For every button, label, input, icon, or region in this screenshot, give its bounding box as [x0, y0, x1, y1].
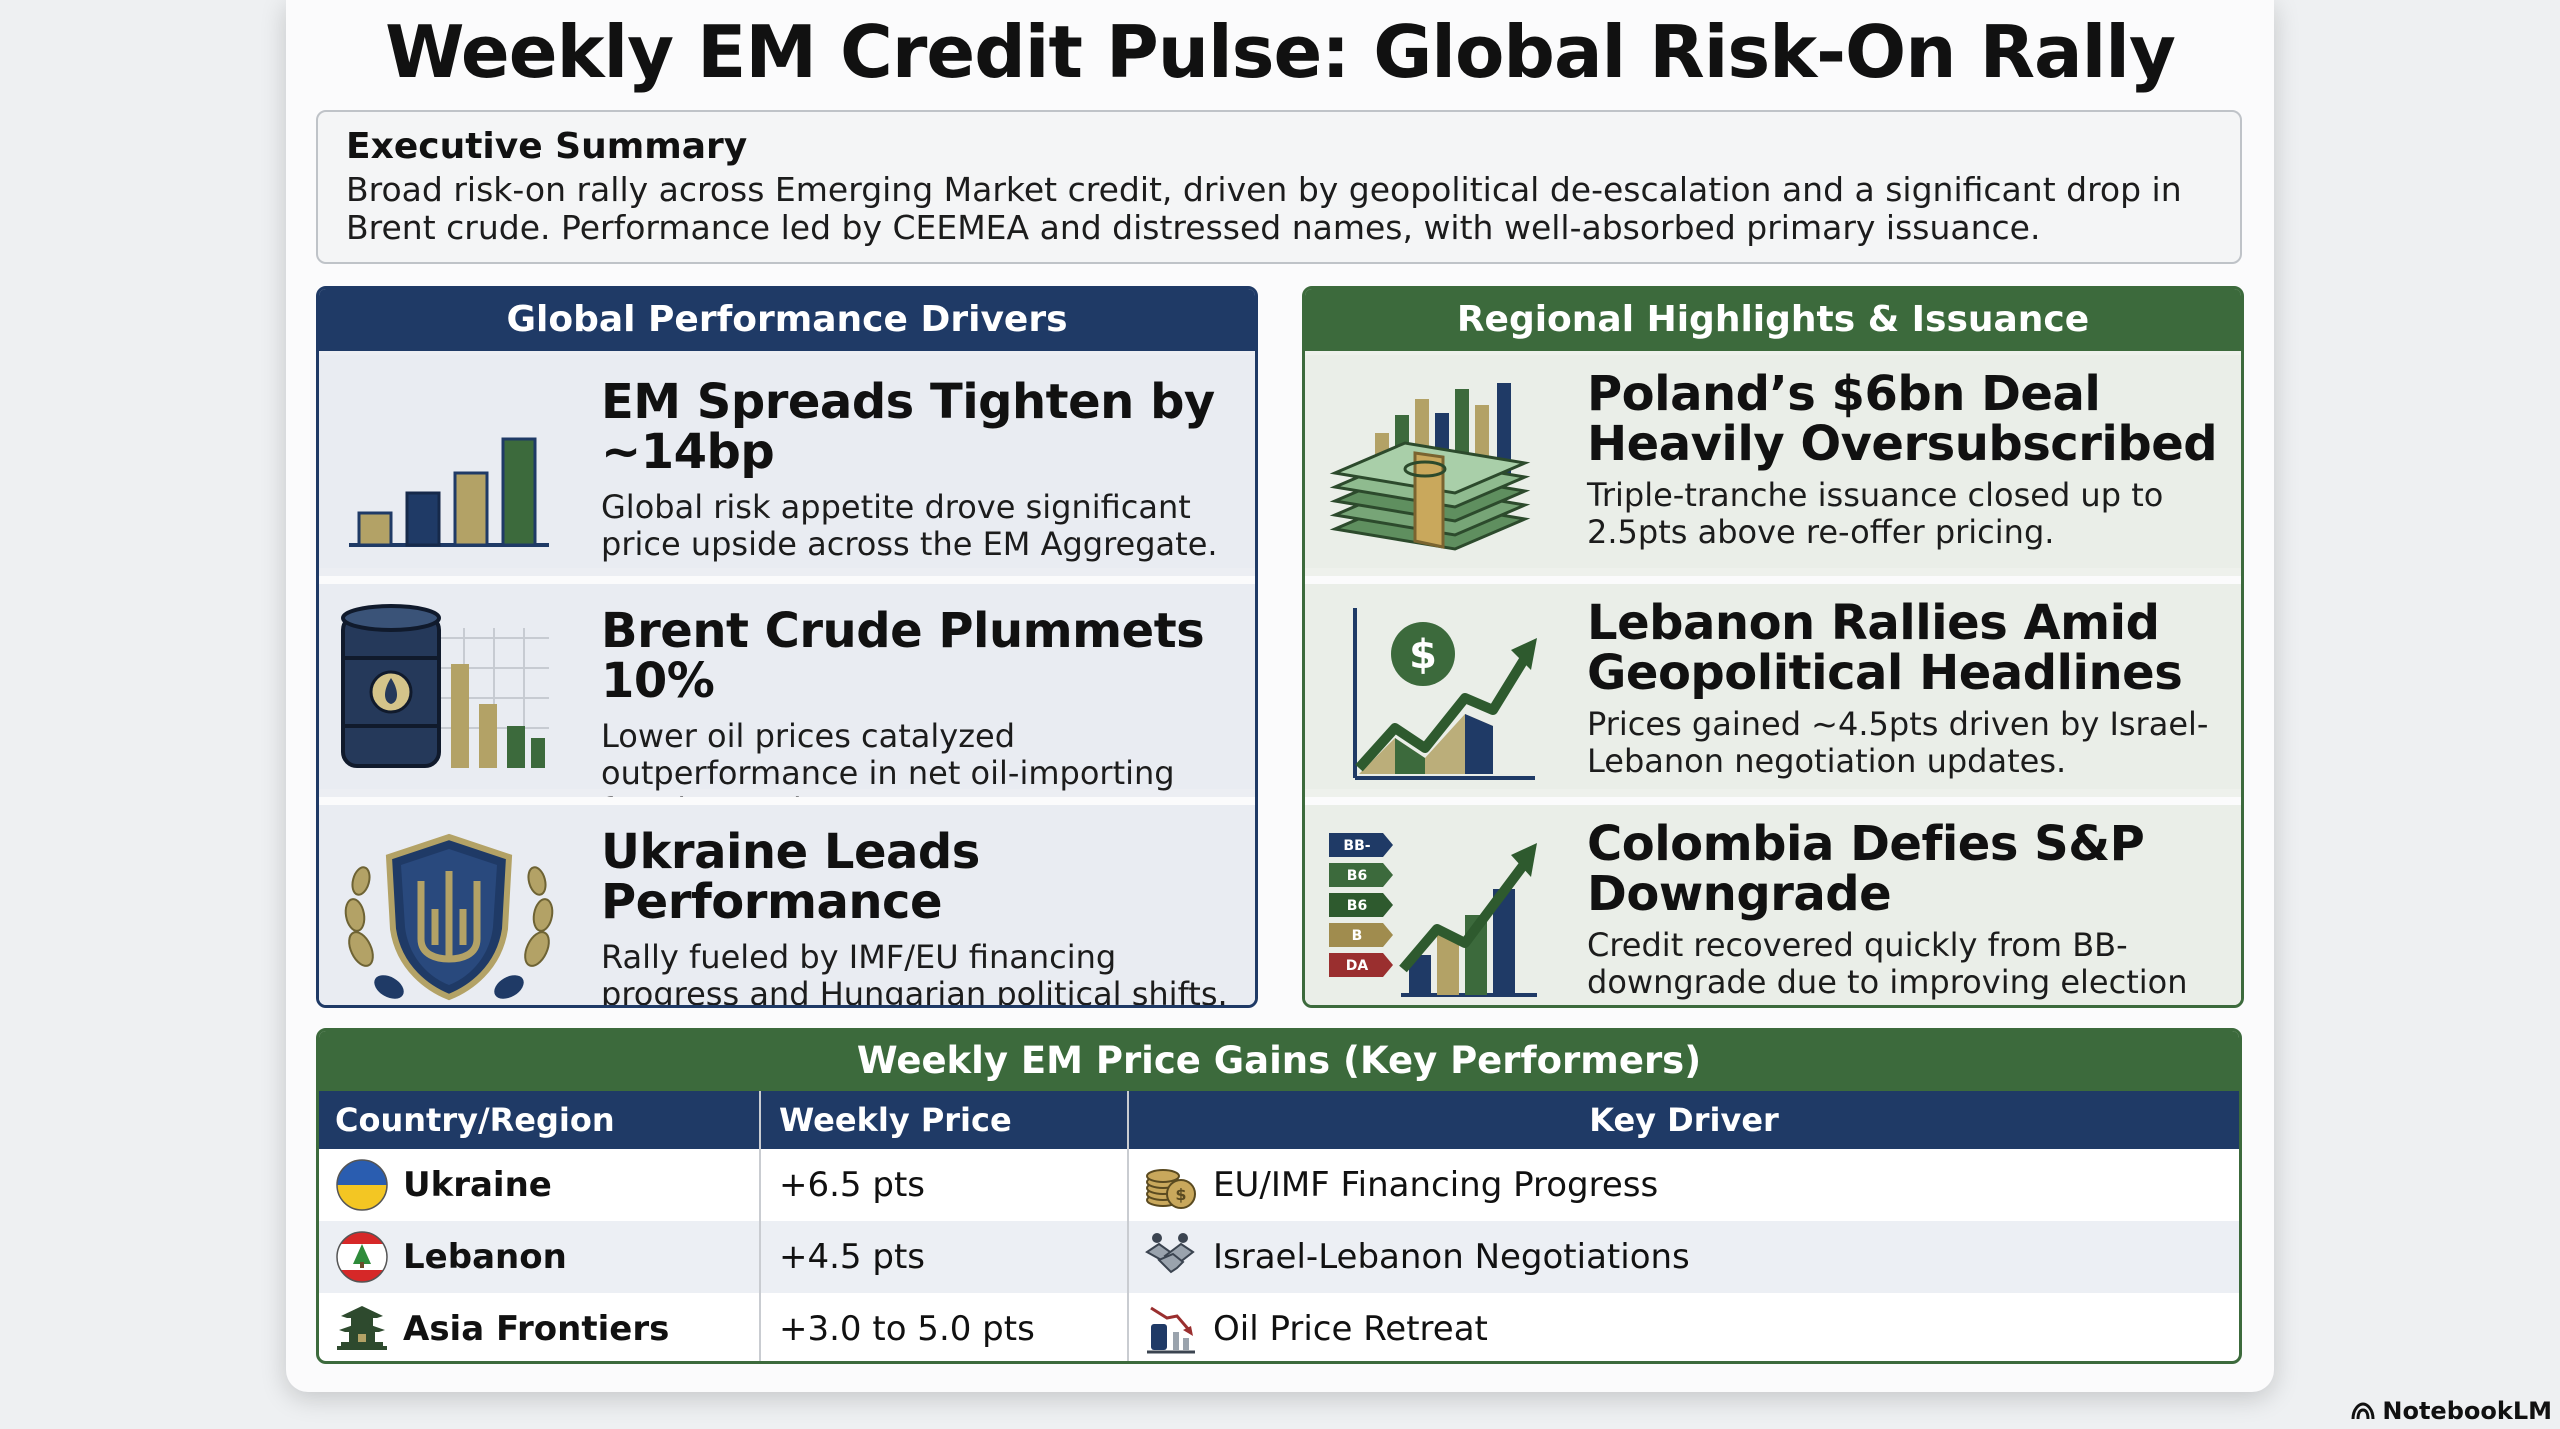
driver-title-ukraine: Ukraine Leads Performance [601, 824, 980, 930]
rating-label-1: BB- [1343, 838, 1370, 854]
rating-label-4: B [1352, 928, 1363, 944]
driver-card-spreads: EM Spreads Tighten by ~14bp Global risk … [319, 355, 1255, 568]
notebooklm-logo-icon [2351, 1402, 2375, 1420]
highlight-title-poland: Poland’s $6bn Deal Heavily Oversubscribe… [1587, 366, 2218, 472]
price-gains-table: Weekly EM Price Gains (Key Performers) C… [316, 1028, 2242, 1364]
rating-label-2: B6 [1347, 868, 1367, 884]
driver-text: EU/IMF Financing Progress [1213, 1165, 1659, 1205]
handshake-icon [1145, 1233, 1195, 1274]
rating-ladder-chart-icon: BB- B6 B6 B DA [1329, 833, 1537, 997]
country-name: Lebanon [403, 1237, 567, 1277]
column-header-driver: Key Driver [1127, 1091, 2239, 1149]
price-change: +4.5 pts [759, 1221, 1127, 1293]
highlight-body-lebanon: Prices gained ~4.5pts driven by Israel-L… [1587, 705, 2209, 780]
rating-label-3: B6 [1347, 898, 1367, 914]
country-name: Asia Frontiers [403, 1309, 670, 1349]
driver-card-ukraine: Ukraine Leads Performance Rally fueled b… [319, 797, 1255, 1008]
money-stack-icon [1329, 383, 1531, 551]
driver-body-ukraine: Rally fueled by IMF/EU financing progres… [601, 938, 1228, 1008]
coins-icon: $ [1146, 1169, 1196, 1209]
rating-label-5: DA [1346, 958, 1369, 974]
pagoda-icon [337, 1306, 387, 1350]
highlight-body-colombia: Credit recovered quickly from BB- downgr… [1587, 926, 2188, 1006]
price-change: +6.5 pts [759, 1149, 1127, 1221]
summary-text: Broad risk-on rally across Emerging Mark… [346, 170, 2182, 247]
global-drivers-heading: Global Performance Drivers [319, 289, 1255, 351]
driver-text: Israel-Lebanon Negotiations [1213, 1237, 1690, 1277]
lebanon-flag-icon [336, 1231, 388, 1283]
highlight-card-lebanon: $ Lebanon Rallies Amid Geopolitical Head… [1305, 576, 2241, 789]
driver-title-brent: Brent Crude Plummets 10% [601, 603, 1205, 709]
ukraine-flag-icon [336, 1159, 388, 1211]
driver-body-spreads: Global risk appetite drove significant p… [601, 488, 1218, 563]
regional-highlights-heading: Regional Highlights & Issuance [1305, 289, 2241, 351]
highlight-title-lebanon: Lebanon Rallies Amid Geopolitical Headli… [1587, 595, 2183, 701]
column-header-change: Weekly Price Change [759, 1091, 1127, 1197]
brand-label: NotebookLM [2382, 1397, 2552, 1425]
trident-shield-icon [344, 833, 554, 1001]
column-header-country: Country/Region [335, 1101, 615, 1139]
global-drivers-panel: Global Performance Drivers EM Spreads Ti… [316, 286, 1258, 1008]
executive-summary: Executive Summary Broad risk-on rally ac… [316, 110, 2242, 264]
driver-card-brent: Brent Crude Plummets 10% Lower oil price… [319, 576, 1255, 829]
table-title: Weekly EM Price Gains (Key Performers) [319, 1031, 2239, 1091]
oil-decline-icon [1147, 1306, 1195, 1354]
page-title: Weekly EM Credit Pulse: Global Risk-On R… [385, 10, 2176, 94]
dollar-symbol: $ [1409, 632, 1437, 678]
table-row: Lebanon +4.5 pts Israel-Lebanon Negotiat… [319, 1221, 2239, 1293]
oil-barrel-icon [341, 604, 549, 768]
highlight-body-poland: Triple-tranche issuance closed up to 2.5… [1587, 476, 2164, 551]
price-change: +3.0 to 5.0 pts [759, 1293, 1127, 1361]
bar-chart-icon [349, 437, 549, 547]
country-name: Ukraine [403, 1165, 552, 1205]
table-header-row: Country/Region Weekly Price Change Key D… [319, 1091, 2239, 1197]
coin-symbol: $ [1175, 1185, 1186, 1204]
highlight-title-colombia: Colombia Defies S&P Downgrade [1587, 816, 2145, 922]
highlight-card-poland: Poland’s $6bn Deal Heavily Oversubscribe… [1305, 355, 2241, 568]
table-row: Asia Frontiers +3.0 to 5.0 pts Oil Price… [319, 1293, 2239, 1361]
driver-title-spreads: EM Spreads Tighten by ~14bp [601, 374, 1215, 480]
notebooklm-watermark: NotebookLM [2350, 1397, 2552, 1425]
summary-heading: Executive Summary [346, 126, 748, 167]
rising-dollar-chart-icon: $ [1353, 608, 1537, 780]
driver-text: Oil Price Retreat [1213, 1309, 1488, 1349]
table-row: Ukraine +6.5 pts $ EU/IMF Financing Prog… [319, 1149, 2239, 1221]
infographic-sheet: Weekly EM Credit Pulse: Global Risk-On R… [286, 0, 2274, 1392]
regional-highlights-panel: Regional Highlights & Issuance [1302, 286, 2244, 1008]
highlight-card-colombia: BB- B6 B6 B DA Colombi [1305, 797, 2241, 1006]
